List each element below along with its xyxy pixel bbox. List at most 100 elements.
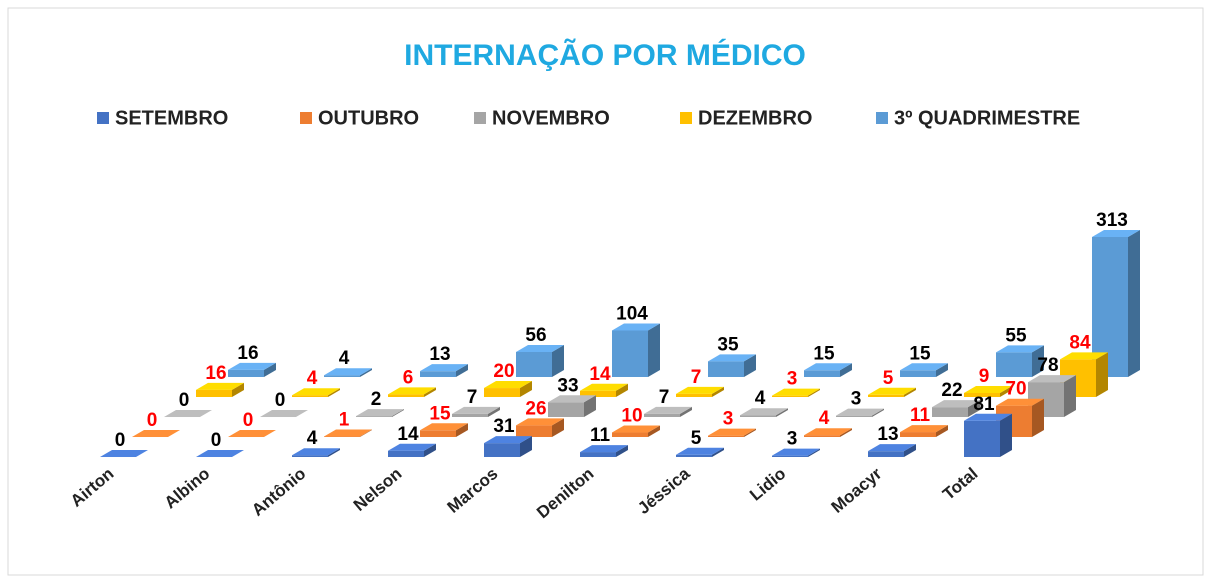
bar-side — [776, 408, 788, 417]
legend-swatch — [97, 112, 109, 124]
data-label: 104 — [616, 303, 648, 324]
data-label: 0 — [115, 430, 126, 451]
bar — [324, 368, 372, 377]
bar-front — [548, 402, 584, 417]
bar-front — [708, 361, 744, 377]
legend-swatch — [876, 112, 888, 124]
bar-front — [356, 416, 392, 417]
bar-top — [196, 382, 244, 390]
bar — [132, 430, 180, 438]
bar-front — [804, 370, 840, 377]
bar-top — [708, 354, 756, 362]
bar-side — [872, 408, 884, 417]
bar-front — [420, 430, 456, 437]
bar-top — [996, 345, 1044, 353]
bar-side — [904, 387, 916, 397]
data-label: 11 — [910, 405, 931, 426]
bar-top — [324, 368, 372, 376]
bar — [420, 423, 468, 437]
bar-front — [804, 435, 840, 437]
bar-top — [868, 387, 916, 395]
bar-side — [840, 428, 852, 437]
data-label: 15 — [813, 343, 835, 364]
bar-top — [964, 413, 1012, 421]
bar-side — [552, 344, 564, 377]
bar-front — [516, 351, 552, 377]
bar-side — [840, 363, 852, 377]
bar-side — [616, 445, 628, 457]
bar-top — [292, 388, 340, 396]
bar — [548, 395, 596, 417]
bar-side — [520, 436, 532, 457]
data-label: 84 — [1069, 332, 1091, 353]
bar-front — [708, 435, 744, 437]
bar — [868, 444, 916, 457]
data-label: 4 — [819, 408, 830, 429]
bar-front — [900, 370, 936, 377]
bar-top — [548, 395, 596, 403]
bar-front — [964, 392, 1000, 397]
bar-top — [484, 436, 532, 444]
bar-side — [456, 364, 468, 377]
bar-top — [516, 418, 564, 426]
data-label: 2 — [371, 389, 382, 410]
data-label: 33 — [557, 375, 578, 396]
bar-front — [740, 415, 776, 417]
data-label: 35 — [717, 334, 739, 355]
bar-side — [648, 425, 660, 437]
bar-top — [612, 323, 660, 331]
data-label: 3 — [723, 409, 734, 430]
bar-top — [164, 410, 212, 417]
bar-side — [648, 323, 660, 377]
bar-top — [804, 363, 852, 371]
bar-side — [968, 400, 980, 417]
bar-top — [484, 381, 532, 389]
data-label: 5 — [883, 368, 894, 389]
bar-front — [420, 371, 456, 377]
bar-side — [488, 406, 500, 417]
bar-front — [516, 425, 552, 437]
bar-top — [996, 398, 1044, 406]
bar-front — [324, 375, 360, 377]
bar-top — [580, 445, 628, 453]
data-label: 13 — [877, 424, 898, 445]
bar-side — [520, 381, 532, 397]
bar-front — [772, 395, 808, 397]
bar-side — [712, 386, 724, 397]
data-label: 3 — [851, 389, 862, 410]
data-label: 56 — [525, 325, 546, 346]
bar-side — [264, 362, 276, 377]
bar-front — [868, 394, 904, 397]
data-label: 15 — [429, 403, 451, 424]
bar-front — [676, 454, 712, 457]
bar-top — [900, 363, 948, 371]
bar-front — [228, 369, 264, 377]
legend-label: OUTUBRO — [318, 107, 419, 129]
data-label: 14 — [589, 364, 611, 385]
bar — [964, 385, 1012, 397]
bar-top — [388, 443, 436, 451]
bar — [676, 386, 724, 397]
data-label: 0 — [275, 390, 286, 411]
bar — [516, 344, 564, 377]
bar-front — [900, 432, 936, 437]
bar-side — [936, 363, 948, 377]
bar — [836, 408, 884, 417]
bar — [164, 410, 212, 418]
bar-top — [132, 430, 180, 437]
data-label: 0 — [147, 410, 158, 431]
bar-side — [744, 428, 756, 437]
bar-top — [356, 409, 404, 417]
bar-side — [680, 406, 692, 417]
bar-top — [1092, 230, 1140, 237]
bar-side — [424, 443, 436, 457]
bar-side — [584, 395, 596, 417]
bar — [740, 408, 788, 417]
legend-swatch — [474, 112, 486, 124]
bar-front — [996, 352, 1032, 377]
bar-side — [328, 388, 340, 397]
bar — [484, 436, 532, 457]
bar-top — [420, 364, 468, 372]
bar-top — [900, 425, 948, 433]
data-label: 6 — [403, 367, 414, 388]
